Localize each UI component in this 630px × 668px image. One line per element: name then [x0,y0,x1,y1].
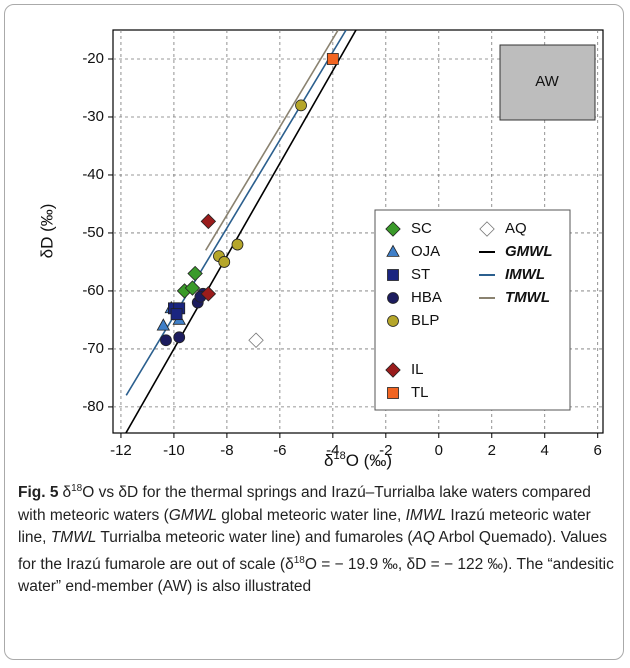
water-line [205,30,339,251]
caption-text: δ [62,484,72,502]
x-axis-label: δ18O (‰) [324,450,392,470]
chart: δD (‰) δ18O (‰) -12 -10 -8 -6 -4 -2 0 2 4 6-80-70… [37,29,604,470]
x-tick-label: -10 [163,442,185,459]
caption-text: O vs δD for the thermal springs and Iraz… [18,484,591,524]
legend-label: BLP [411,312,439,329]
legend-label: ST [411,266,430,283]
data-point [200,286,217,302]
data-point [170,308,183,321]
legend-swatch [387,315,399,327]
data-point [295,99,307,112]
y-tick-label: -40 [82,166,104,183]
data-point [184,280,201,296]
legend-label: GMWL [505,243,552,260]
water-line [125,30,347,396]
x-tick-label: 2 [488,442,496,459]
caption-text: Irazú meteoric water line, [18,506,591,547]
data-point [326,53,339,65]
caption-text: IMWL [405,506,447,524]
water-line [124,30,357,433]
data-point [187,265,203,282]
y-tick-label: -80 [82,398,104,415]
x-tick-label: -2 [379,442,392,459]
legend-label: HBA [411,289,442,306]
y-tick-label: -70 [82,340,104,357]
caption-text: TMWL [50,529,97,547]
data-point [231,238,244,251]
y-tick-label: -20 [82,50,104,67]
aw-region [499,44,596,121]
legend-swatch [386,244,400,257]
x-label-sup: 18 [333,450,345,462]
figure-frame [4,4,624,660]
legend-label: IMWL [505,266,545,283]
y-tick-label: -30 [82,108,104,125]
x-label-rest: O (‰) [346,451,392,470]
caption-text: global meteoric water line, [216,506,406,524]
data-point [200,213,217,230]
x-label-prefix: δ [324,451,333,470]
legend-label: IL [411,361,424,378]
legend-label: OJA [411,243,440,260]
legend-swatch [387,292,399,304]
caption-text: AQ [412,529,435,547]
x-tick-label: 0 [435,442,443,459]
caption-text: Arbol Quemado). Values for the Irazú fum… [18,529,607,573]
data-point [160,334,172,347]
x-tick-label: -6 [273,442,286,459]
legend-swatch [385,362,401,378]
legend-label: AQ [505,220,527,237]
x-tick-label: 6 [594,442,602,459]
caption-label: Fig. 5 [18,484,59,502]
data-point [156,318,171,331]
caption: Fig. 5 δ18O vs δD for the thermal springs… [18,478,614,599]
region-label: AW [535,73,559,90]
caption-text: O = − 19.9 ‰, δD = − 122 ‰). The “andesi… [18,555,614,596]
caption-text: GMWL [168,506,217,524]
data-point [173,331,186,344]
x-tick-label: -4 [326,442,339,459]
x-tick-label: -12 [110,442,132,459]
legend-label: SC [411,220,432,237]
caption-text: Turrialba meteoric water line) and fumar… [96,529,413,547]
x-tick-label: 4 [541,442,549,459]
caption-text: 18 [71,483,83,494]
legend-box [374,209,571,411]
y-tick-label: -50 [82,224,104,241]
legend-swatch [387,269,399,281]
data-point [248,332,264,348]
legend-label: TMWL [505,289,550,306]
x-tick-label: -8 [220,442,233,459]
data-point [218,256,231,268]
caption-text: 18 [293,554,305,566]
legend-swatch [479,221,495,237]
legend-label: TL [411,384,429,401]
y-axis-label: δD (‰) [37,204,56,259]
y-tick-label: -60 [82,282,104,299]
legend-swatch [387,387,399,399]
legend-swatch [385,221,401,237]
plot-frame [112,29,604,434]
